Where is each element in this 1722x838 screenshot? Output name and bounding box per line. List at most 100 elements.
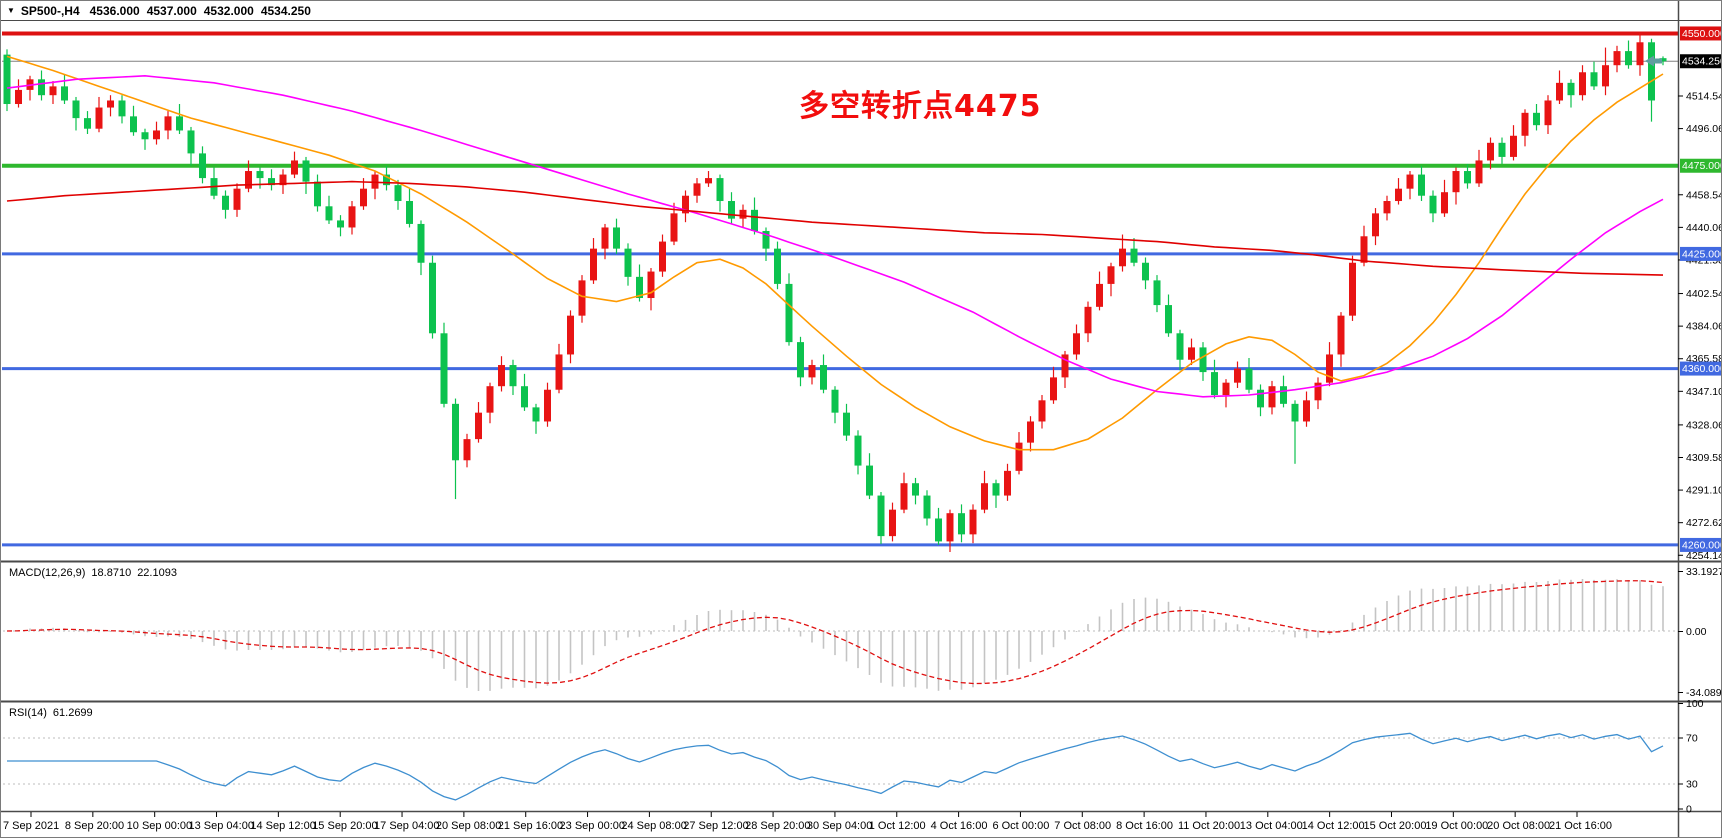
candle [1326, 354, 1333, 383]
macd-axis-label: 33.1927 [1686, 566, 1722, 578]
macd-name: MACD(12,26,9) [9, 567, 86, 579]
candle [1107, 266, 1115, 284]
candle [1027, 421, 1034, 443]
rsi-name: RSI(14) [9, 707, 47, 719]
candle [394, 185, 402, 202]
candle [647, 271, 655, 299]
time-label: 8 Oct 16:00 [1116, 820, 1173, 832]
rsi-axis-label: 70 [1686, 733, 1698, 745]
candle [486, 386, 494, 413]
candle [222, 195, 229, 210]
candle [233, 188, 241, 210]
candle [1498, 142, 1506, 157]
candle [1234, 368, 1241, 383]
time-label: 15 Oct 20:00 [1363, 820, 1426, 832]
candle [762, 230, 770, 249]
candle [291, 160, 298, 175]
candle [1130, 248, 1138, 263]
time-label: 15 Sep 20:00 [312, 820, 377, 832]
symbol-info-bar[interactable]: ▼ SP500-,H4 4536.000 4537.000 4532.000 4… [7, 3, 318, 18]
candle [820, 365, 827, 390]
candle [1280, 386, 1287, 404]
time-label: 6 Oct 00:00 [992, 820, 1049, 832]
time-label: 19 Oct 00:00 [1425, 820, 1488, 832]
candle [1222, 382, 1230, 396]
candle [889, 509, 896, 537]
macd-value: 18.8710 [91, 567, 132, 579]
candle [521, 386, 528, 408]
time-label: 7 Oct 08:00 [1054, 820, 1111, 832]
candle [659, 241, 666, 272]
candle [1050, 377, 1057, 401]
price-tick-label: 4514.540 [1686, 91, 1722, 103]
candle [302, 160, 310, 182]
candle [1119, 248, 1126, 267]
candle [1096, 283, 1103, 307]
candle [1349, 262, 1356, 316]
candle [360, 188, 367, 207]
candle [1211, 372, 1218, 396]
time-label: 27 Sep 12:00 [683, 820, 748, 832]
candle [1004, 470, 1011, 496]
symbol-timeframe-label: SP500-,H4 [20, 3, 80, 18]
candle [969, 509, 977, 535]
time-label: 21 Sep 16:00 [498, 820, 563, 832]
time-label: 7 Sep 2021 [3, 820, 59, 832]
candle [544, 389, 551, 422]
candle [164, 116, 172, 131]
macd-axis-label: 0.00 [1686, 626, 1707, 638]
candle [1567, 82, 1575, 96]
candle [1636, 42, 1644, 66]
candle [1625, 51, 1632, 66]
candle [1602, 65, 1609, 87]
candle [429, 262, 436, 334]
price-badge-4360.000 [1680, 361, 1721, 376]
time-label: 24 Sep 08:00 [621, 820, 686, 832]
candle [751, 209, 758, 231]
candle [1556, 82, 1563, 101]
time-label: 17 Sep 04:00 [374, 820, 439, 832]
candle [130, 116, 137, 133]
time-label: 8 Sep 20:00 [65, 820, 124, 832]
price-tick-label: 4384.060 [1686, 321, 1722, 333]
candle [1038, 400, 1046, 422]
candle [279, 174, 287, 186]
candle [1153, 280, 1161, 306]
price-tick-label: 4291.100 [1686, 485, 1722, 497]
candle [1176, 333, 1184, 360]
candle [1590, 72, 1598, 87]
chevron-down-icon[interactable]: ▼ [7, 5, 15, 15]
candle [452, 403, 459, 461]
candle [1314, 382, 1322, 401]
ohlc-low-value: 4532.000 [203, 3, 254, 18]
candle [1429, 195, 1437, 214]
candle [613, 227, 620, 249]
candle [900, 483, 908, 510]
candle [1257, 389, 1264, 408]
price-tick-label: 4254.140 [1686, 550, 1722, 562]
candle [624, 248, 632, 277]
candle [555, 354, 563, 390]
price-badge-4534.250 [1680, 54, 1721, 69]
candle [831, 389, 839, 413]
candle [912, 483, 919, 496]
candle [325, 206, 333, 221]
candle [1579, 72, 1586, 96]
rsi-line [7, 732, 1664, 801]
candle [1521, 112, 1529, 136]
candle [567, 315, 574, 355]
candle [1337, 315, 1345, 355]
price-badge-4475.000 [1680, 158, 1721, 173]
rsi-pane[interactable] [1, 703, 1678, 810]
candle [1659, 58, 1667, 62]
candle [1291, 403, 1299, 422]
candle [406, 201, 413, 224]
candle [1084, 306, 1092, 334]
candle [245, 171, 252, 189]
candle [1418, 174, 1425, 196]
candle [854, 435, 862, 466]
candle [475, 412, 482, 440]
candle [348, 206, 356, 228]
candle [141, 132, 149, 140]
